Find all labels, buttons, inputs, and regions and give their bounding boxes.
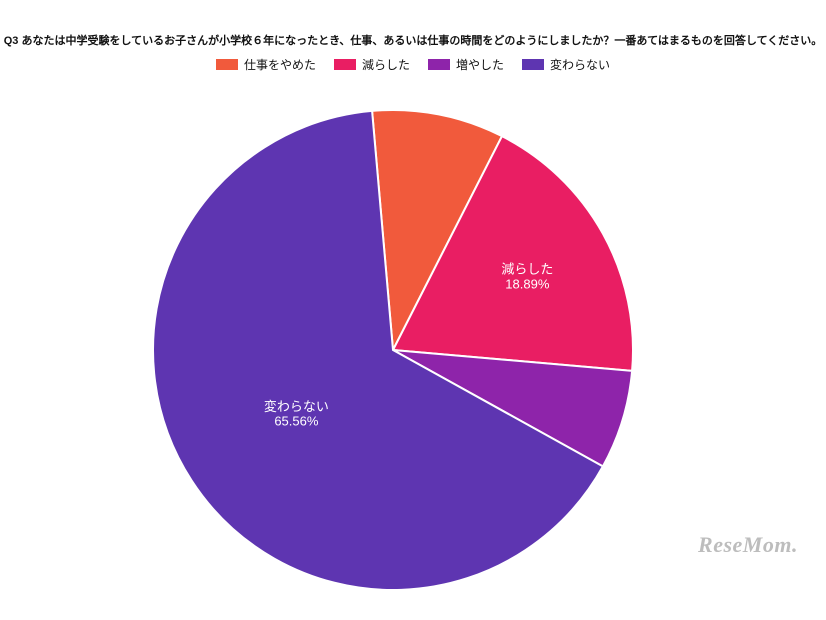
pie-chart: 減らした18.89%変わらない65.56% bbox=[0, 70, 826, 610]
legend-swatch bbox=[428, 59, 450, 70]
slice-label: 減らした18.89% bbox=[501, 262, 553, 292]
legend-swatch bbox=[334, 59, 356, 70]
watermark: ReseMom. bbox=[698, 532, 798, 558]
chart-title: Q3 あなたは中学受験をしているお子さんが小学校６年になったとき、仕事、あるいは… bbox=[0, 32, 826, 48]
chart-container: Q3 あなたは中学受験をしているお子さんが小学校６年になったとき、仕事、あるいは… bbox=[0, 0, 826, 620]
legend-swatch bbox=[522, 59, 544, 70]
legend-swatch bbox=[216, 59, 238, 70]
pie-chart-wrap: 減らした18.89%変わらない65.56% bbox=[0, 80, 826, 600]
